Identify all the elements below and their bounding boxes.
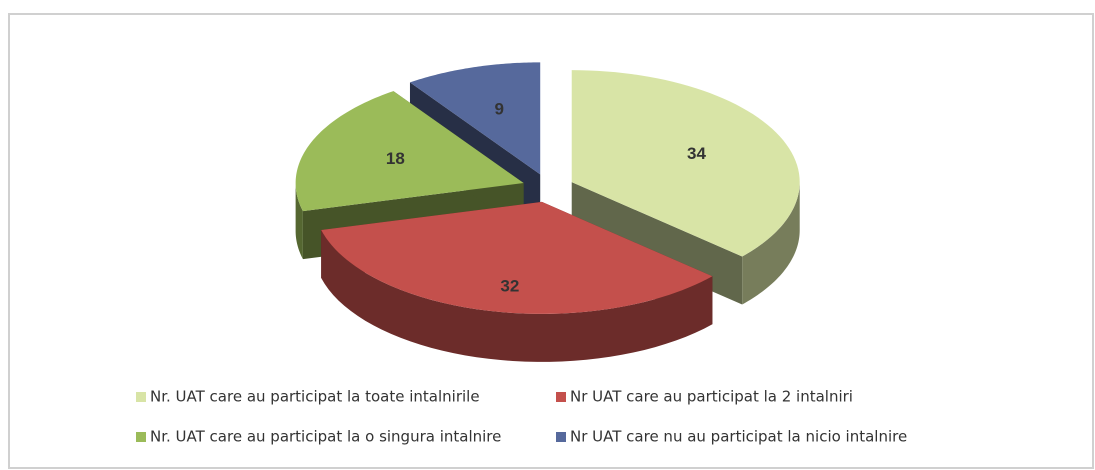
data-label: 34 <box>687 144 706 163</box>
legend-label: Nr UAT care au participat la 2 intalniri <box>570 388 853 406</box>
slice-top <box>295 91 524 212</box>
legend-label: Nr UAT care nu au participat la nicio in… <box>570 428 907 446</box>
slice-top <box>571 70 800 257</box>
slice-side <box>742 182 800 305</box>
legend-label: Nr. UAT care au participat la toate inta… <box>150 388 480 406</box>
data-label: 18 <box>386 149 405 168</box>
data-label: 9 <box>495 100 504 119</box>
legend-swatch <box>556 432 566 442</box>
legend-swatch <box>556 392 566 402</box>
slice-top <box>321 201 713 314</box>
pie-slice <box>321 201 713 362</box>
slice-side <box>295 183 303 260</box>
legend-label: Nr. UAT care au participat la o singura … <box>150 428 501 446</box>
legend-swatch <box>136 392 146 402</box>
slice-side <box>321 229 713 362</box>
data-label: 32 <box>500 277 519 296</box>
slice-top <box>409 62 541 175</box>
legend-swatch <box>136 432 146 442</box>
